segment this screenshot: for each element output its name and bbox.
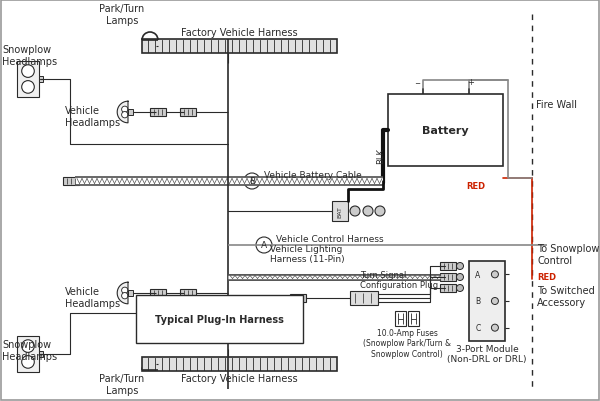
Bar	[39, 351, 43, 357]
Text: Vehicle
Headlamps: Vehicle Headlamps	[65, 106, 120, 127]
Text: Battery: Battery	[422, 126, 469, 136]
Text: Snowplow
Headlamps: Snowplow Headlamps	[2, 45, 57, 67]
Bar	[408, 311, 419, 326]
Circle shape	[375, 207, 385, 217]
Bar	[180, 109, 196, 117]
Bar	[440, 273, 456, 281]
Text: BAT: BAT	[338, 206, 343, 217]
Text: Factory Vehicle Harness: Factory Vehicle Harness	[181, 28, 298, 38]
Text: Snowplow
Headlamps: Snowplow Headlamps	[2, 339, 57, 361]
Text: B: B	[249, 177, 255, 186]
Text: Park/Turn
Lamps: Park/Turn Lamps	[100, 4, 145, 26]
Circle shape	[244, 174, 260, 190]
Circle shape	[491, 298, 499, 305]
Text: To Snowplow
Control: To Snowplow Control	[537, 243, 599, 265]
Bar	[290, 294, 306, 302]
Text: Park/Turn
Lamps: Park/Turn Lamps	[100, 373, 145, 395]
Bar	[128, 291, 133, 296]
Text: 3-Port Module
(Non-DRL or DRL): 3-Port Module (Non-DRL or DRL)	[447, 344, 527, 363]
Bar	[150, 109, 166, 117]
Circle shape	[122, 293, 128, 299]
Text: To Switched
Accessory: To Switched Accessory	[537, 285, 595, 307]
Bar	[350, 291, 378, 305]
Bar	[440, 262, 456, 270]
Text: Factory Vehicle Harness: Factory Vehicle Harness	[181, 373, 298, 383]
Bar	[388, 95, 503, 166]
Circle shape	[491, 271, 499, 278]
Text: Vehicle Battery Cable: Vehicle Battery Cable	[264, 170, 362, 180]
Text: A: A	[261, 241, 267, 250]
Circle shape	[122, 112, 128, 119]
Circle shape	[22, 81, 34, 94]
Text: Fire Wall: Fire Wall	[536, 100, 577, 110]
Text: A: A	[475, 270, 481, 279]
Bar	[17, 336, 39, 372]
Circle shape	[256, 237, 272, 253]
Bar	[469, 261, 505, 341]
Text: Vehicle Control Harness: Vehicle Control Harness	[276, 235, 383, 243]
Text: RED: RED	[537, 273, 556, 282]
Polygon shape	[117, 282, 128, 304]
Bar	[440, 284, 456, 292]
Circle shape	[22, 340, 34, 352]
Circle shape	[457, 285, 464, 292]
Circle shape	[350, 207, 360, 217]
Bar	[142, 40, 337, 54]
Bar	[128, 110, 133, 115]
Circle shape	[457, 274, 464, 281]
Bar	[39, 77, 43, 83]
Circle shape	[363, 207, 373, 217]
Text: 10.0-Amp Fuses
(Snowplow Park/Turn &
Snowplow Control): 10.0-Amp Fuses (Snowplow Park/Turn & Sno…	[363, 328, 451, 358]
Bar	[332, 201, 348, 221]
Text: C: C	[475, 323, 481, 332]
Bar	[17, 62, 39, 98]
Text: Turn Signal
Configuration Plug: Turn Signal Configuration Plug	[360, 270, 438, 289]
Text: B: B	[475, 297, 481, 306]
Bar	[180, 289, 196, 297]
Circle shape	[491, 324, 499, 331]
Text: +: +	[467, 78, 474, 87]
Circle shape	[122, 107, 128, 113]
Circle shape	[22, 356, 34, 368]
Circle shape	[22, 66, 34, 78]
Text: Vehicle Lighting
Harness (11-Pin): Vehicle Lighting Harness (11-Pin)	[270, 244, 344, 263]
Text: Typical Plug-In Harness: Typical Plug-In Harness	[155, 314, 284, 324]
Bar	[63, 178, 79, 186]
Circle shape	[122, 288, 128, 294]
Circle shape	[457, 263, 464, 270]
Text: BLK: BLK	[377, 148, 386, 164]
Text: ─: ─	[415, 81, 419, 87]
Text: RED: RED	[466, 182, 485, 190]
Polygon shape	[117, 102, 128, 124]
Text: Vehicle
Headlamps: Vehicle Headlamps	[65, 286, 120, 308]
Bar	[150, 289, 166, 297]
Bar	[142, 357, 337, 371]
Bar	[395, 311, 406, 326]
